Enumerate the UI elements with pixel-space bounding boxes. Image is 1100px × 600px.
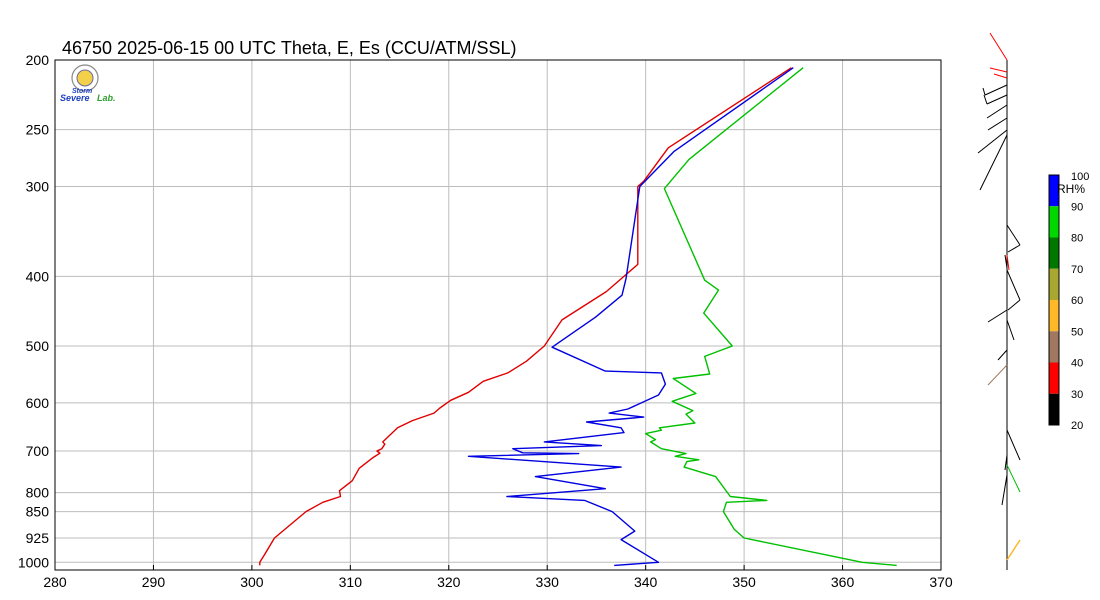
series-line-2: [645, 67, 897, 567]
wind-barbs-mid: [1004, 224, 1021, 269]
y-tick-label: 400: [26, 268, 50, 284]
grid-lines: [55, 59, 941, 570]
chart-title: 46750 2025-06-15 00 UTC Theta, E, Es (CC…: [62, 38, 517, 58]
colorbar-swatch: [1049, 268, 1059, 300]
y-tick-label: 600: [26, 395, 50, 411]
y-tick-label: 925: [26, 530, 50, 546]
wind-barb-red-top: [989, 32, 1008, 79]
wind-barbs-lower-mid: [987, 269, 1021, 361]
colorbar-tick-label: 90: [1071, 201, 1083, 213]
rh-colorbar: 100 90 80 70 60 50 40 30 20 RH%: [1048, 171, 1089, 432]
y-tick-label: 500: [26, 338, 50, 354]
plot-border: [54, 59, 942, 571]
plot-frame: [54, 59, 942, 571]
colorbar-tick-label: 60: [1071, 295, 1083, 307]
colorbar-tick-label: 40: [1071, 358, 1083, 370]
colorbar-swatch: [1049, 237, 1059, 269]
series-lines: [259, 67, 897, 567]
wind-barb-red-mid: [1006, 254, 1010, 271]
wind-barb-brown: [987, 364, 1008, 386]
y-tick-label: 1000: [18, 554, 49, 570]
wind-barbs-upper: [977, 84, 1008, 191]
y-tick-label: 800: [26, 485, 50, 501]
x-tick-label: 370: [929, 574, 953, 590]
x-axis-ticks: 280 290 300 310 320 330 340 350 360 370: [43, 565, 953, 590]
wind-barbs-lower: [1001, 429, 1021, 506]
wind-barb-yellow: [1006, 539, 1021, 561]
storm-lab-logo: Severe Storm Lab.: [60, 64, 116, 103]
colorbar-tick-label: 80: [1071, 233, 1083, 245]
x-tick-label: 280: [43, 574, 67, 590]
colorbar-swatch: [1049, 206, 1059, 238]
colorbar-tick-label: 50: [1071, 326, 1083, 338]
logo-text-lab: Lab.: [97, 93, 116, 103]
y-tick-label: 200: [26, 52, 50, 68]
colorbar-swatch: [1049, 362, 1059, 394]
colorbar-swatch: [1049, 331, 1059, 363]
y-tick-label: 250: [26, 122, 50, 138]
series-line-1: [467, 67, 794, 567]
y-tick-label: 300: [26, 179, 50, 195]
logo-seal-center-icon: [76, 69, 94, 87]
colorbar-title: RH%: [1057, 182, 1085, 196]
colorbar-tick-label: 30: [1071, 389, 1083, 401]
x-tick-label: 290: [142, 574, 166, 590]
colorbar-swatch: [1049, 300, 1059, 332]
wind-barb-green: [1006, 464, 1021, 493]
colorbar-tick-label: 20: [1071, 420, 1083, 432]
x-tick-label: 340: [634, 574, 658, 590]
colorbar-swatch: [1049, 393, 1059, 425]
x-tick-label: 320: [437, 574, 461, 590]
x-tick-label: 360: [831, 574, 855, 590]
x-tick-label: 310: [339, 574, 363, 590]
wind-barb-panel: [977, 32, 1021, 570]
colorbar-border: [1048, 174, 1060, 426]
colorbar-tick-label: 100: [1071, 171, 1089, 183]
x-tick-label: 300: [240, 574, 264, 590]
logo-text-severe: Severe: [60, 93, 90, 103]
y-tick-label: 850: [26, 504, 50, 520]
colorbar-tick-label: 70: [1071, 264, 1083, 276]
y-axis-ticks: 200 250 300 400 500 600 700 800 850 925 1000: [18, 52, 49, 570]
x-tick-label: 350: [732, 574, 756, 590]
logo-text-storm: Storm: [72, 88, 92, 95]
x-tick-label: 330: [536, 574, 560, 590]
colorbar-swatch: [1049, 175, 1059, 207]
y-tick-label: 700: [26, 443, 50, 459]
series-line-0: [259, 67, 792, 566]
